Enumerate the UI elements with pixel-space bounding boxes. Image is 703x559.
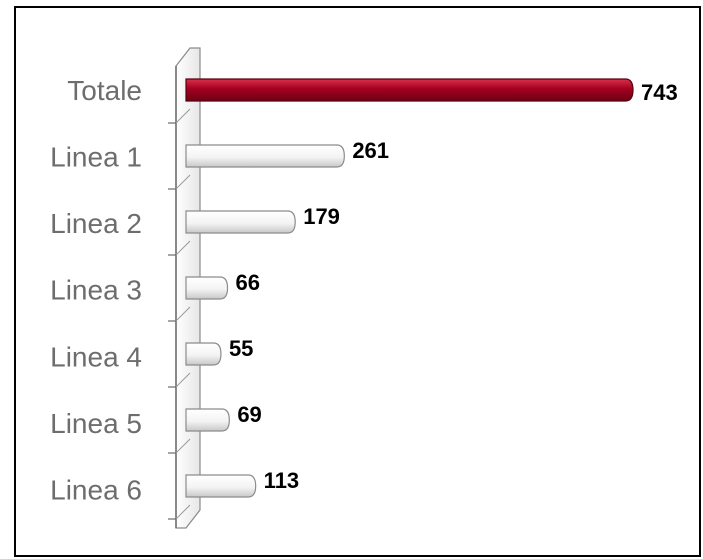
value-label: 113 bbox=[264, 468, 300, 493]
bar-totale bbox=[185, 78, 634, 102]
labels: Totale 743 Linea 1 261 Linea 2 179 Linea 3 66 Li… bbox=[50, 75, 678, 505]
axis-tick-depth bbox=[175, 108, 191, 124]
value-label: 55 bbox=[229, 336, 253, 361]
value-label: 66 bbox=[236, 270, 260, 295]
axis-tick-depth bbox=[175, 438, 191, 454]
category-label: Linea 6 bbox=[50, 474, 142, 505]
value-label: 179 bbox=[303, 204, 340, 229]
category-label: Linea 2 bbox=[50, 208, 142, 239]
bar-linea-1 bbox=[185, 144, 345, 168]
bar-linea-6 bbox=[185, 474, 257, 498]
axis-tick-depth bbox=[175, 240, 191, 256]
bar-linea-3 bbox=[185, 276, 229, 300]
axis-tick-depth bbox=[175, 372, 191, 388]
bars bbox=[185, 78, 634, 498]
category-label: Totale bbox=[67, 75, 142, 106]
value-label: 261 bbox=[352, 138, 389, 163]
bar-linea-4 bbox=[185, 342, 222, 366]
bar-linea-2 bbox=[185, 210, 296, 234]
category-label: Linea 1 bbox=[50, 142, 142, 173]
axis-tick-depth bbox=[175, 174, 191, 190]
category-label: Linea 4 bbox=[50, 341, 142, 372]
value-label: 69 bbox=[237, 402, 261, 427]
bar-linea-5 bbox=[185, 408, 230, 432]
axis-tick-depth bbox=[175, 306, 191, 322]
axis-tick-depth bbox=[175, 504, 191, 520]
value-label: 743 bbox=[641, 80, 678, 105]
category-label: Linea 5 bbox=[50, 408, 142, 439]
category-label: Linea 3 bbox=[50, 275, 142, 306]
